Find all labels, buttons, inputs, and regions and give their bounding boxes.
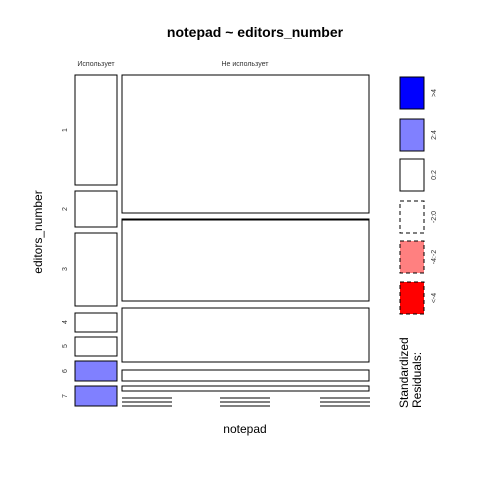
legend-title-line1: Standardized xyxy=(397,337,411,408)
row-label: 2 xyxy=(62,207,69,211)
legend-label: >4 xyxy=(431,89,438,97)
row-label: 5 xyxy=(62,344,69,348)
mosaic-cell xyxy=(121,369,370,382)
mosaic-cell xyxy=(74,74,118,186)
mosaic-cell xyxy=(74,232,118,307)
mosaic-cell xyxy=(121,307,370,363)
mosaic-cell xyxy=(121,74,370,214)
legend-title-line2: Residuals: xyxy=(410,352,424,408)
legend-label: -4:-2 xyxy=(431,250,438,265)
mosaic-cell xyxy=(74,385,118,407)
zero-count-cells xyxy=(122,397,370,407)
row-label: 4 xyxy=(62,320,69,324)
legend-label: 2:4 xyxy=(431,130,438,140)
legend: >4 2:4 0:2 -2:0 -4:-2 <-4 xyxy=(399,76,438,315)
row-labels: 1 2 3 4 5 6 7 xyxy=(62,128,69,398)
mosaic-cell xyxy=(74,190,118,228)
mosaic-cell xyxy=(74,360,118,382)
legend-label: <-4 xyxy=(431,293,438,303)
mosaic-cell xyxy=(74,312,118,333)
legend-swatch xyxy=(399,76,425,110)
column-label-uses: Использует xyxy=(77,61,115,68)
legend-label: -2:0 xyxy=(431,211,438,223)
row-label: 1 xyxy=(62,128,69,132)
y-axis-label: editors_number xyxy=(31,190,45,273)
legend-label: 0:2 xyxy=(431,170,438,180)
column-label-not-uses: Не использует xyxy=(222,61,270,68)
legend-swatch xyxy=(399,158,425,192)
legend-swatch xyxy=(399,281,425,315)
legend-swatch xyxy=(399,200,425,234)
row-label: 7 xyxy=(62,394,69,398)
mosaic-cell xyxy=(121,385,370,392)
mosaic-cell xyxy=(74,336,118,357)
mosaic-cell xyxy=(121,219,370,302)
row-label: 6 xyxy=(62,369,69,373)
mosaic-cells xyxy=(74,74,370,407)
row-label: 3 xyxy=(62,267,69,271)
x-axis-label: notepad xyxy=(223,422,266,436)
legend-swatch xyxy=(399,240,425,274)
chart-title: notepad ~ editors_number xyxy=(167,24,344,40)
legend-swatch xyxy=(399,118,425,152)
